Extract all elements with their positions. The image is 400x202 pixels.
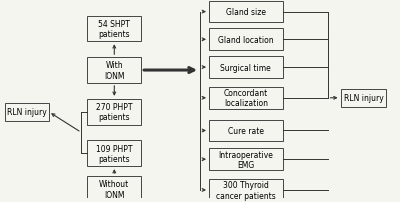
Text: Intraoperative
EMG: Intraoperative EMG xyxy=(218,150,273,169)
FancyBboxPatch shape xyxy=(209,2,283,23)
Text: Concordant
localization: Concordant localization xyxy=(224,89,268,108)
FancyBboxPatch shape xyxy=(209,179,283,201)
Text: Without
IONM: Without IONM xyxy=(99,179,130,199)
Text: Gland location: Gland location xyxy=(218,36,274,45)
FancyBboxPatch shape xyxy=(87,17,141,42)
Text: 54 SHPT
patients: 54 SHPT patients xyxy=(98,20,130,39)
FancyBboxPatch shape xyxy=(87,176,141,202)
Text: RLN injury: RLN injury xyxy=(7,108,46,117)
FancyBboxPatch shape xyxy=(5,103,48,121)
Text: With
IONM: With IONM xyxy=(104,61,124,80)
Text: 300 Thyroid
cancer patients: 300 Thyroid cancer patients xyxy=(216,180,276,200)
FancyBboxPatch shape xyxy=(209,57,283,79)
FancyBboxPatch shape xyxy=(209,120,283,142)
FancyBboxPatch shape xyxy=(340,89,386,107)
Text: RLN injury: RLN injury xyxy=(344,94,383,103)
Text: Cure rate: Cure rate xyxy=(228,126,264,135)
FancyBboxPatch shape xyxy=(87,99,141,125)
FancyBboxPatch shape xyxy=(87,141,141,166)
Text: 270 PHPT
patients: 270 PHPT patients xyxy=(96,102,132,122)
FancyBboxPatch shape xyxy=(209,149,283,170)
FancyBboxPatch shape xyxy=(209,29,283,51)
Text: Gland size: Gland size xyxy=(226,8,266,17)
FancyBboxPatch shape xyxy=(209,87,283,109)
Text: Surgical time: Surgical time xyxy=(220,63,271,72)
FancyBboxPatch shape xyxy=(87,58,141,83)
Text: 109 PHPT
patients: 109 PHPT patients xyxy=(96,144,132,163)
